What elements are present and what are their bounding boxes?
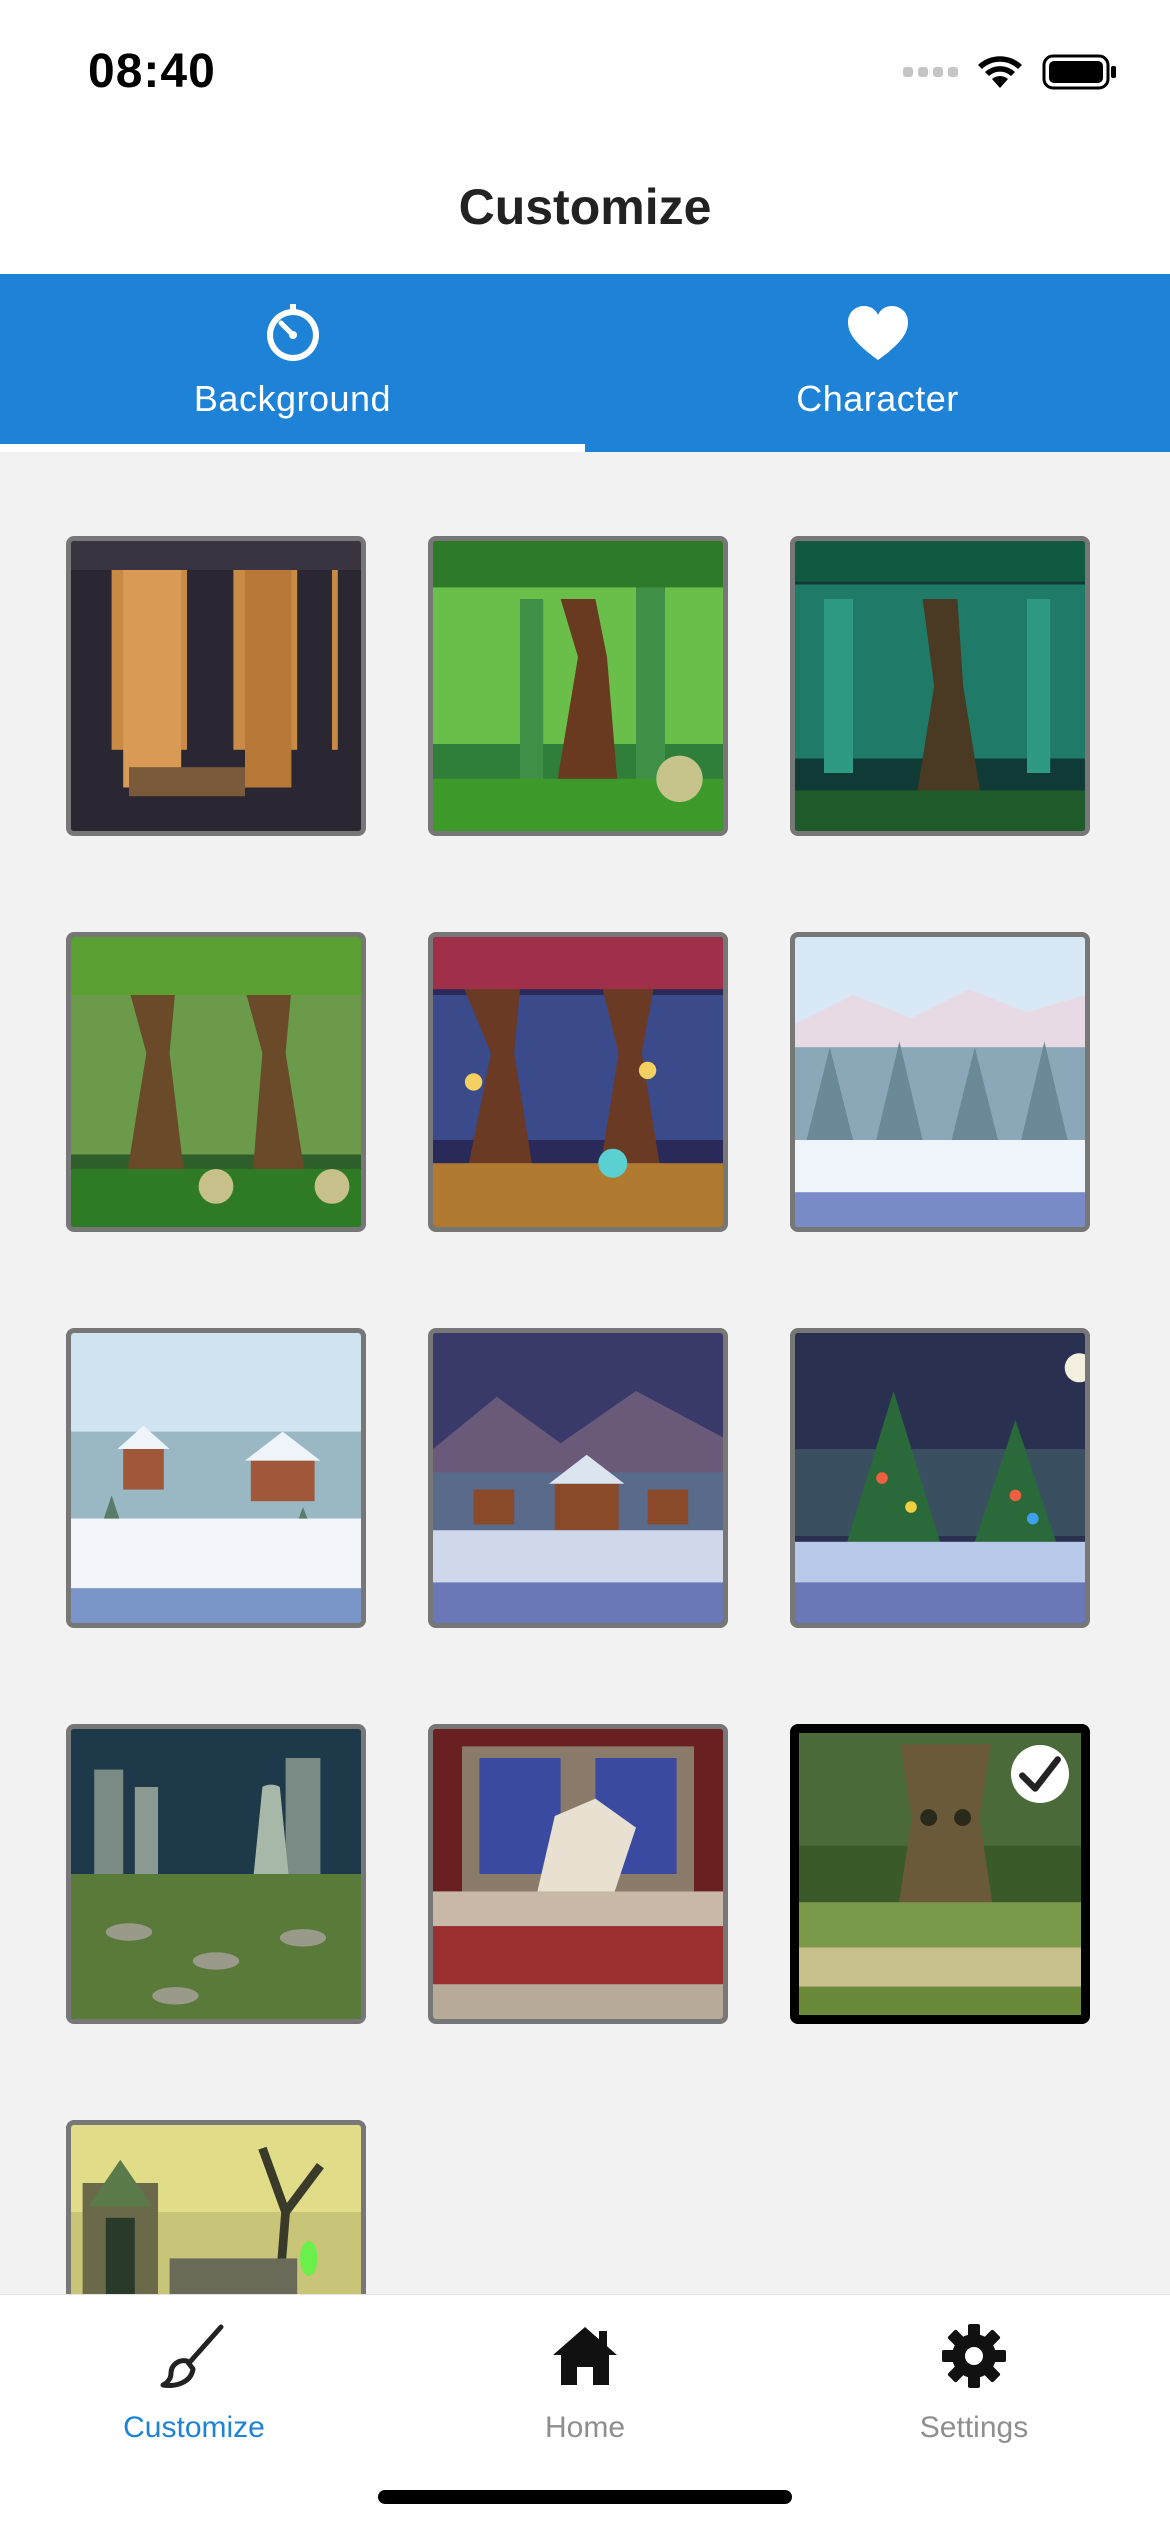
nav-home-label: Home	[544, 2411, 626, 2444]
page-title: Customize	[458, 179, 712, 235]
nav-home[interactable]: Home	[435, 2311, 735, 2445]
nav-customize-label: Customize	[123, 2411, 265, 2444]
background-tile[interactable]	[428, 932, 728, 1232]
background-tile[interactable]	[66, 1328, 366, 1628]
nav-header: Customize	[0, 140, 1170, 274]
timer-icon	[266, 304, 319, 361]
background-tile[interactable]	[66, 536, 366, 836]
tab-background[interactable]: Background	[0, 274, 585, 452]
cellular-signal-icon	[903, 67, 958, 77]
wifi-icon	[978, 56, 1022, 88]
gear-icon	[942, 2324, 1006, 2388]
selected-check-icon	[1011, 1745, 1069, 1803]
tab-character[interactable]: Character	[585, 274, 1170, 452]
home-indicator	[378, 2490, 792, 2504]
heart-icon	[847, 306, 908, 360]
background-tile[interactable]	[66, 1724, 366, 2024]
battery-icon	[1042, 54, 1116, 90]
tab-character-label: Character	[796, 378, 959, 419]
background-tile[interactable]	[790, 536, 1090, 836]
brush-icon	[160, 2324, 224, 2388]
background-tile-selected[interactable]	[790, 1724, 1090, 2024]
home-icon	[553, 2327, 617, 2385]
status-icons	[903, 54, 1118, 90]
background-tile[interactable]	[428, 1328, 728, 1628]
segment-tabs: Background Character	[0, 274, 1170, 452]
tab-active-indicator	[0, 444, 585, 452]
nav-customize[interactable]: Customize	[44, 2311, 344, 2445]
nav-settings[interactable]: Settings	[824, 2311, 1124, 2445]
background-grid	[66, 536, 1106, 2296]
nav-settings-label: Settings	[919, 2411, 1029, 2444]
background-tile[interactable]	[66, 932, 366, 1232]
background-tile[interactable]	[428, 536, 728, 836]
tab-background-label: Background	[193, 378, 392, 419]
status-bar: 08:40	[0, 0, 1170, 140]
background-tile[interactable]	[428, 1724, 728, 2024]
background-tile[interactable]	[790, 932, 1090, 1232]
background-tile[interactable]	[790, 1328, 1090, 1628]
background-tile[interactable]	[66, 2120, 366, 2296]
status-time: 08:40	[88, 45, 216, 98]
